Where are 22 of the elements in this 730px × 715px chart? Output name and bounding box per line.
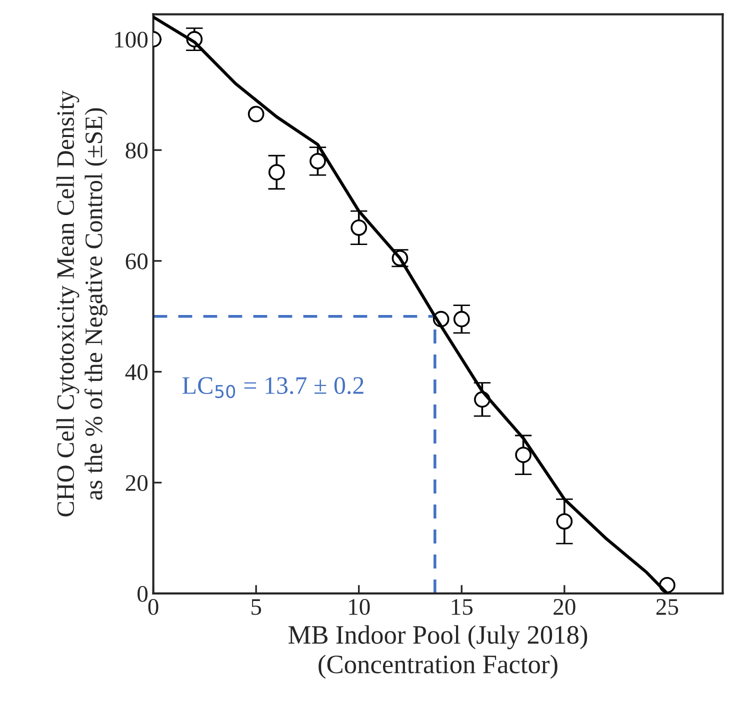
y-tick-label: 20: [126, 475, 148, 492]
x-tick-label: 15: [452, 599, 473, 615]
y-tick-label: 60: [126, 253, 148, 270]
y-tick-label: 80: [126, 142, 148, 159]
x-tick-label: 10: [349, 598, 370, 615]
point: [248, 106, 264, 122]
y-tick-label: 40: [125, 364, 148, 380]
point: [453, 310, 470, 328]
x-tick-label: 5: [252, 599, 262, 615]
y-tick-label: 0: [138, 586, 148, 602]
point: [556, 513, 573, 530]
x-tick-label: 0: [148, 598, 158, 615]
point: [268, 164, 285, 180]
annotation: LC$_{50}$ = 13.7 ± 0.2: [182, 377, 364, 398]
y-axis-title: CHO Cell Cytotoxicity Mean Cell Density as the % of the Negative Control (±SE): [56, 90, 108, 516]
x-tick-label: 20: [554, 598, 576, 615]
x-tick-label: 25: [656, 599, 678, 615]
point: [350, 219, 368, 236]
y-tick-label: 100: [115, 32, 148, 48]
x-axis-title: MB Indoor Pool (July 2018) (Concentration Factor): [288, 625, 588, 679]
point: [515, 446, 532, 464]
point: [310, 152, 326, 170]
